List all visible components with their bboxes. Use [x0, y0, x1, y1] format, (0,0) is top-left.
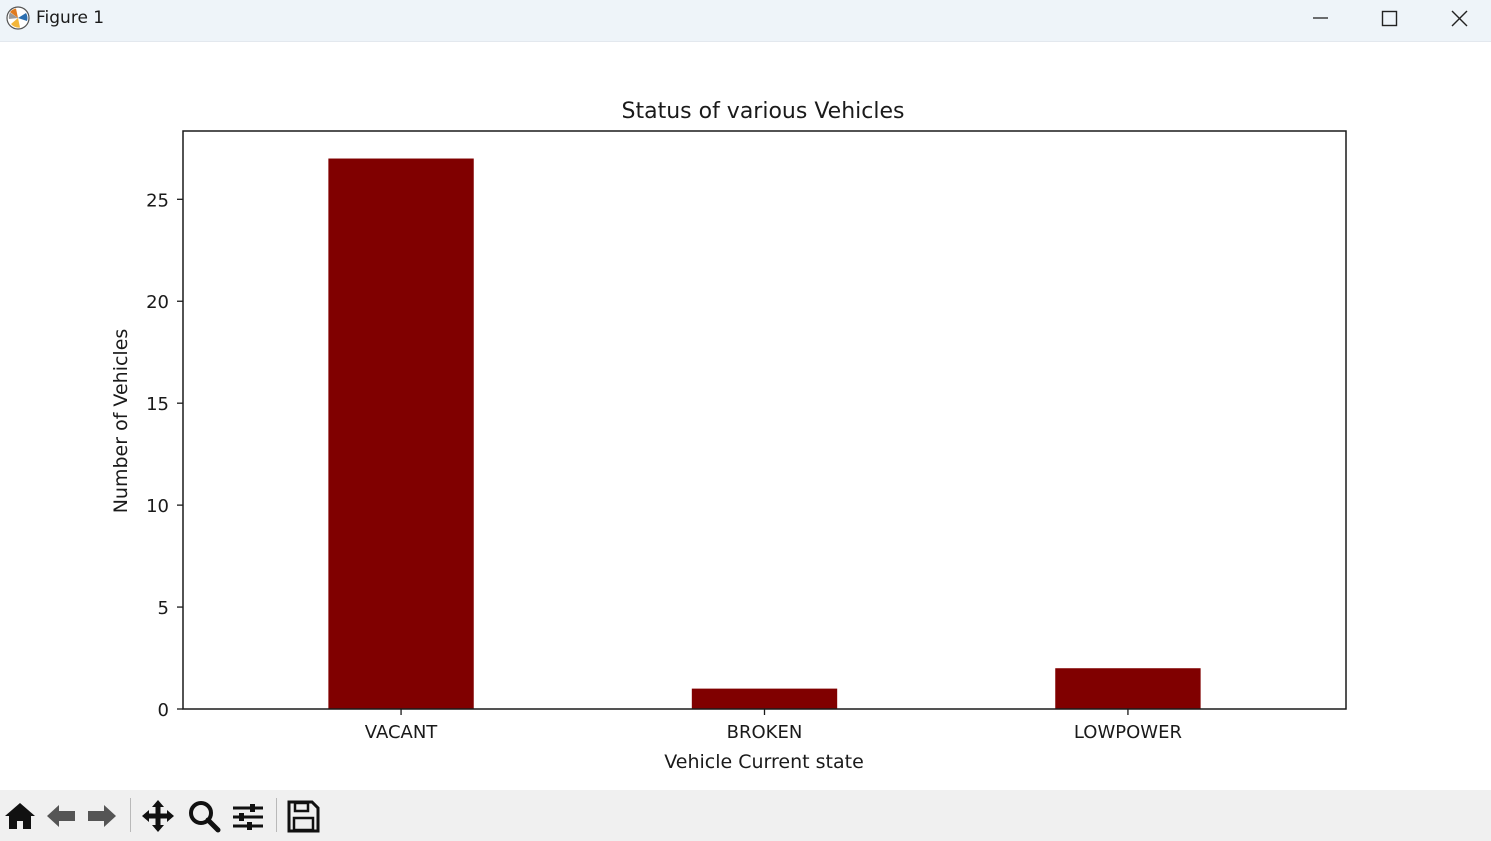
x-axis-label: Vehicle Current state — [664, 751, 864, 773]
y-tick-label: 5 — [158, 598, 169, 619]
close-icon — [1451, 10, 1468, 27]
matplotlib-logo-icon — [6, 6, 30, 30]
figure-canvas[interactable]: Status of various Vehicles VACANT BROKEN L… — [0, 42, 1491, 790]
forward-button[interactable] — [84, 798, 122, 836]
pan-button[interactable] — [140, 798, 178, 836]
minimize-icon — [1313, 17, 1328, 19]
zoom-button[interactable] — [186, 798, 224, 836]
zoom-magnifier-icon — [189, 801, 221, 833]
y-tick-label: 25 — [146, 190, 169, 211]
y-tick-label: 15 — [146, 394, 169, 415]
maximize-button[interactable] — [1355, 0, 1425, 41]
y-tick-label: 0 — [158, 700, 169, 721]
maximize-icon — [1381, 10, 1398, 27]
toolbar-separator — [130, 798, 131, 832]
bar-lowpower — [1055, 668, 1201, 709]
forward-arrow-icon — [88, 805, 116, 827]
bar-broken — [691, 688, 838, 709]
home-button[interactable] — [2, 798, 40, 836]
chart-title: Status of various Vehicles — [622, 99, 905, 124]
close-button[interactable] — [1425, 0, 1491, 41]
bar-vacant — [328, 158, 474, 709]
back-button[interactable] — [43, 798, 81, 836]
configure-subplots-icon — [233, 804, 263, 830]
pan-move-icon — [142, 800, 174, 832]
axes-frame — [182, 130, 1347, 710]
y-tick-label: 10 — [146, 496, 169, 517]
minimize-button[interactable] — [1286, 0, 1356, 41]
x-tick-label: LOWPOWER — [1074, 722, 1182, 743]
save-floppy-icon — [287, 800, 320, 833]
save-button[interactable] — [285, 798, 323, 836]
navigation-toolbar — [0, 790, 1491, 841]
y-axis-label: Number of Vehicles — [110, 329, 132, 514]
back-arrow-icon — [47, 805, 75, 827]
y-tick-label: 20 — [146, 292, 169, 313]
x-tick-label: BROKEN — [727, 722, 803, 743]
window-titlebar: Figure 1 — [0, 0, 1491, 42]
x-tick-label: VACANT — [365, 722, 439, 743]
window-title: Figure 1 — [36, 8, 105, 28]
toolbar-separator — [276, 798, 277, 832]
plot-area: VACANT BROKEN LOWPOWER 0 5 10 15 20 25 — [146, 158, 1201, 743]
bar-chart: Status of various Vehicles VACANT BROKEN L… — [110, 99, 1347, 773]
configure-subplots-button[interactable] — [230, 798, 268, 836]
home-icon — [5, 803, 35, 829]
